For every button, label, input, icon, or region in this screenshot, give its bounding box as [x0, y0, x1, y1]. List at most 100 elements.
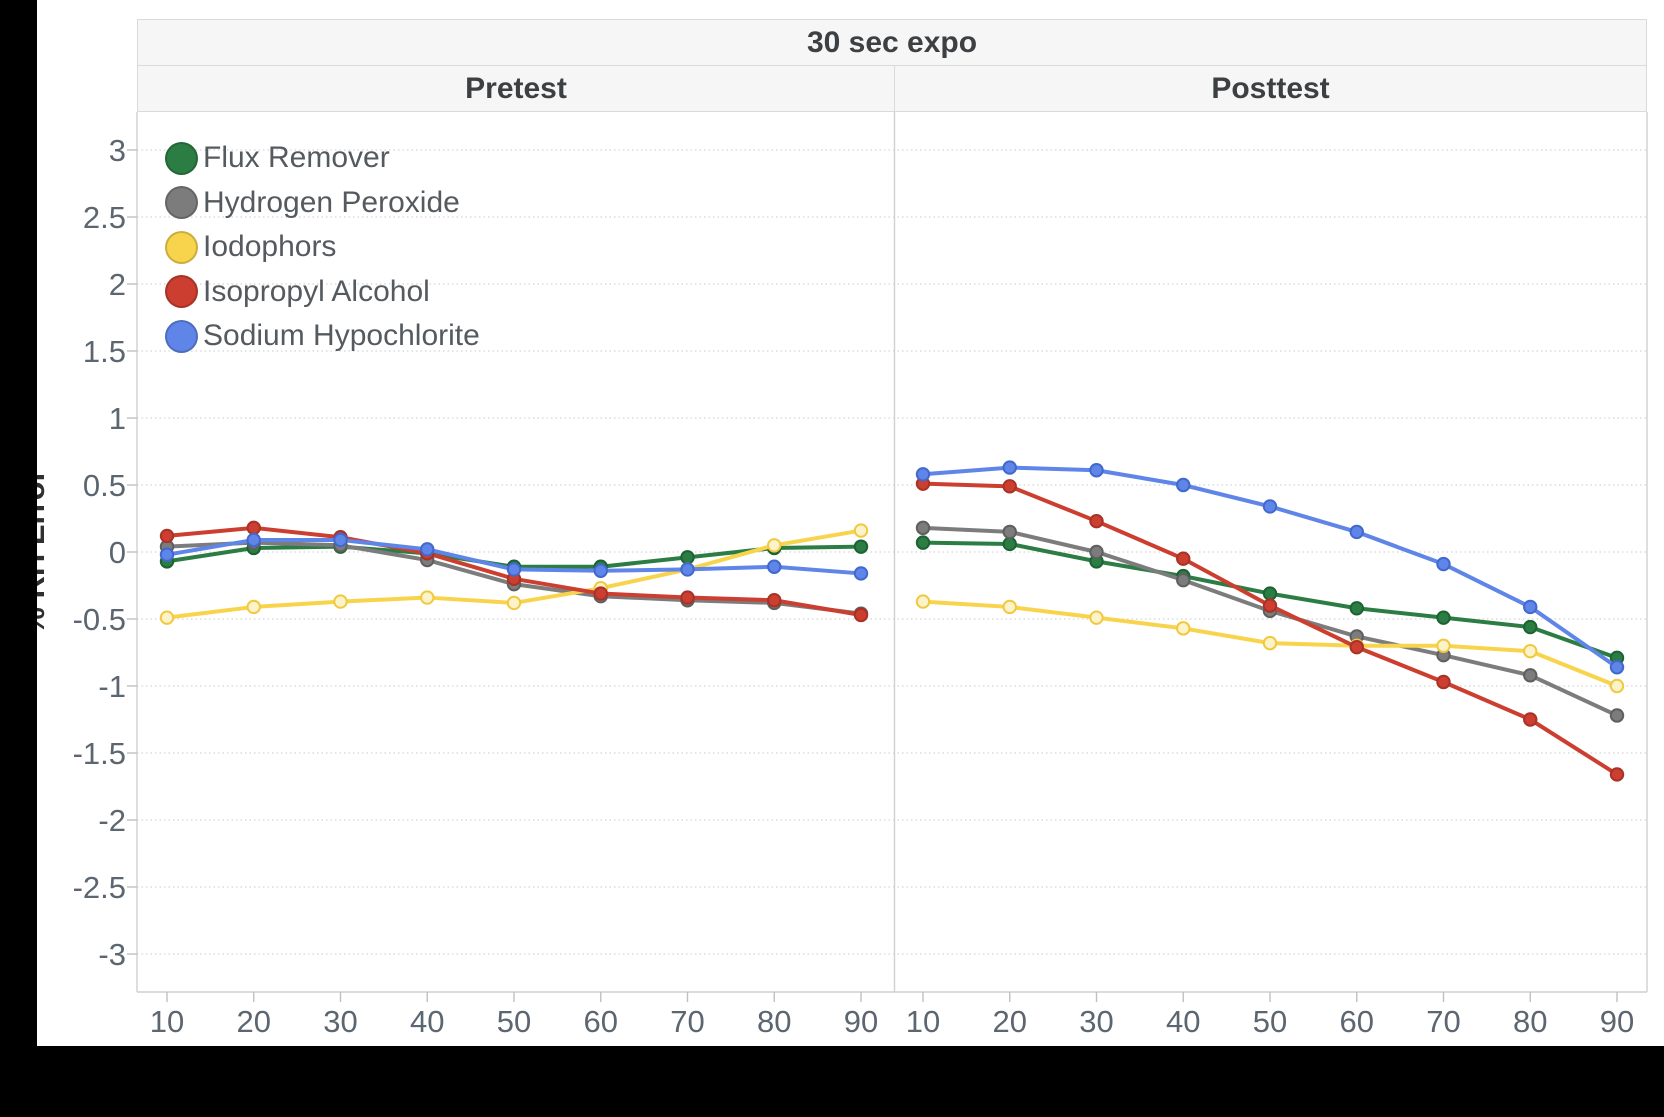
data-point[interactable] — [1609, 767, 1625, 782]
legend-item-iodophors[interactable]: Iodophors — [165, 225, 480, 270]
chart-title-bar: 30 sec expo — [137, 19, 1647, 66]
legend: Flux Remover Hydrogen Peroxide Iodophors Is… — [165, 136, 480, 359]
x-tick-label: 70 — [670, 1004, 704, 1039]
data-point[interactable] — [1262, 635, 1278, 651]
data-point[interactable] — [1349, 639, 1364, 655]
data-point[interactable] — [915, 594, 931, 609]
panel-header-pretest-label: Pretest — [465, 71, 567, 105]
data-point[interactable] — [1523, 619, 1538, 635]
data-point[interactable] — [1609, 708, 1625, 723]
data-point[interactable] — [1002, 479, 1017, 494]
x-tick-label: 10 — [906, 1004, 940, 1039]
data-point[interactable] — [853, 566, 869, 581]
data-point[interactable] — [680, 590, 695, 605]
legend-item-isopropyl-alcohol[interactable]: Isopropyl Alcohol — [165, 270, 480, 315]
y-tick-label: -2 — [98, 803, 126, 838]
x-tick-label: 60 — [1340, 1004, 1374, 1039]
data-point[interactable] — [420, 590, 435, 605]
legend-item-sodium-hypochlorite[interactable]: Sodium Hypochlorite — [165, 314, 480, 359]
data-point[interactable] — [1436, 556, 1451, 572]
y-tick-label: -3 — [98, 937, 126, 972]
legend-swatch-icon — [165, 275, 198, 309]
x-tick-label: 70 — [1426, 1004, 1460, 1039]
plot-borders — [136, 112, 1648, 993]
data-point[interactable] — [1523, 668, 1538, 683]
data-point[interactable] — [915, 520, 931, 536]
legend-item-hydrogen-peroxide[interactable]: Hydrogen Peroxide — [165, 181, 480, 226]
data-point[interactable] — [1176, 477, 1191, 493]
data-point[interactable] — [1523, 643, 1538, 659]
data-point[interactable] — [853, 523, 869, 538]
legend-swatch-icon — [165, 141, 198, 175]
data-point[interactable] — [246, 520, 261, 536]
data-point[interactable] — [159, 528, 175, 544]
legend-label: Flux Remover — [203, 141, 390, 175]
y-tick-label: 2.5 — [83, 200, 126, 235]
x-axis-ticks: 10 20 30 40 50 60 70 80 90 10 20 30 40 50 60 70 80 90 — [150, 992, 1634, 1039]
data-point[interactable] — [159, 547, 175, 562]
data-point[interactable] — [1176, 572, 1191, 588]
data-point[interactable] — [1609, 678, 1625, 694]
data-point[interactable] — [1609, 660, 1625, 675]
data-point[interactable] — [246, 532, 261, 548]
y-tick-label: 1 — [109, 401, 126, 436]
panel-header-posttest: Posttest — [894, 65, 1647, 112]
panel-posttest — [915, 460, 1625, 782]
data-point[interactable] — [1089, 610, 1104, 625]
data-point[interactable] — [506, 562, 522, 577]
legend-item-flux-remover[interactable]: Flux Remover — [165, 136, 480, 181]
data-point[interactable] — [1349, 524, 1364, 540]
data-point[interactable] — [246, 599, 261, 615]
data-point[interactable] — [333, 532, 348, 548]
data-point[interactable] — [1089, 544, 1104, 560]
series-line[interactable] — [921, 481, 1619, 777]
data-point[interactable] — [1262, 499, 1278, 514]
x-tick-label: 50 — [1253, 1004, 1287, 1039]
data-point[interactable] — [333, 594, 348, 609]
y-tick-label: -1.5 — [73, 736, 126, 771]
data-point[interactable] — [1002, 599, 1017, 615]
data-point[interactable] — [680, 550, 695, 565]
data-point[interactable] — [1523, 712, 1538, 727]
data-point[interactable] — [1002, 524, 1017, 540]
data-point[interactable] — [1262, 598, 1278, 613]
data-point[interactable] — [420, 542, 435, 557]
data-point[interactable] — [853, 607, 869, 623]
data-point[interactable] — [1523, 599, 1538, 615]
data-point[interactable] — [159, 610, 175, 625]
data-point[interactable] — [915, 467, 931, 482]
x-tick-label: 10 — [150, 1004, 184, 1039]
x-tick-label: 90 — [844, 1004, 878, 1039]
data-point[interactable] — [1436, 610, 1451, 625]
data-point[interactable] — [593, 586, 608, 601]
data-point[interactable] — [915, 535, 931, 550]
x-tick-label: 60 — [584, 1004, 618, 1039]
data-point[interactable] — [1262, 586, 1278, 601]
series-line[interactable] — [921, 525, 1619, 718]
x-tick-label: 30 — [1079, 1004, 1113, 1039]
data-point[interactable] — [767, 593, 782, 608]
legend-label: Iodophors — [203, 230, 337, 264]
data-point[interactable] — [1436, 638, 1451, 653]
data-point[interactable] — [1089, 513, 1104, 529]
data-point[interactable] — [1002, 460, 1017, 475]
data-point[interactable] — [680, 562, 695, 577]
data-point[interactable] — [1089, 463, 1104, 478]
panel-pretest — [159, 520, 869, 625]
data-point[interactable] — [506, 595, 522, 611]
data-point[interactable] — [767, 559, 782, 574]
data-point[interactable] — [1349, 601, 1364, 616]
data-point[interactable] — [1002, 536, 1017, 552]
data-point[interactable] — [853, 539, 869, 554]
panel-header-posttest-label: Posttest — [1211, 71, 1330, 105]
x-tick-label: 40 — [1166, 1004, 1200, 1039]
data-point[interactable] — [1176, 551, 1191, 566]
data-point[interactable] — [767, 538, 782, 553]
legend-swatch-icon — [165, 230, 198, 264]
data-point[interactable] — [593, 563, 608, 578]
left-black-bar — [0, 0, 37, 1117]
data-point[interactable] — [1436, 674, 1451, 690]
data-point[interactable] — [1176, 621, 1191, 636]
